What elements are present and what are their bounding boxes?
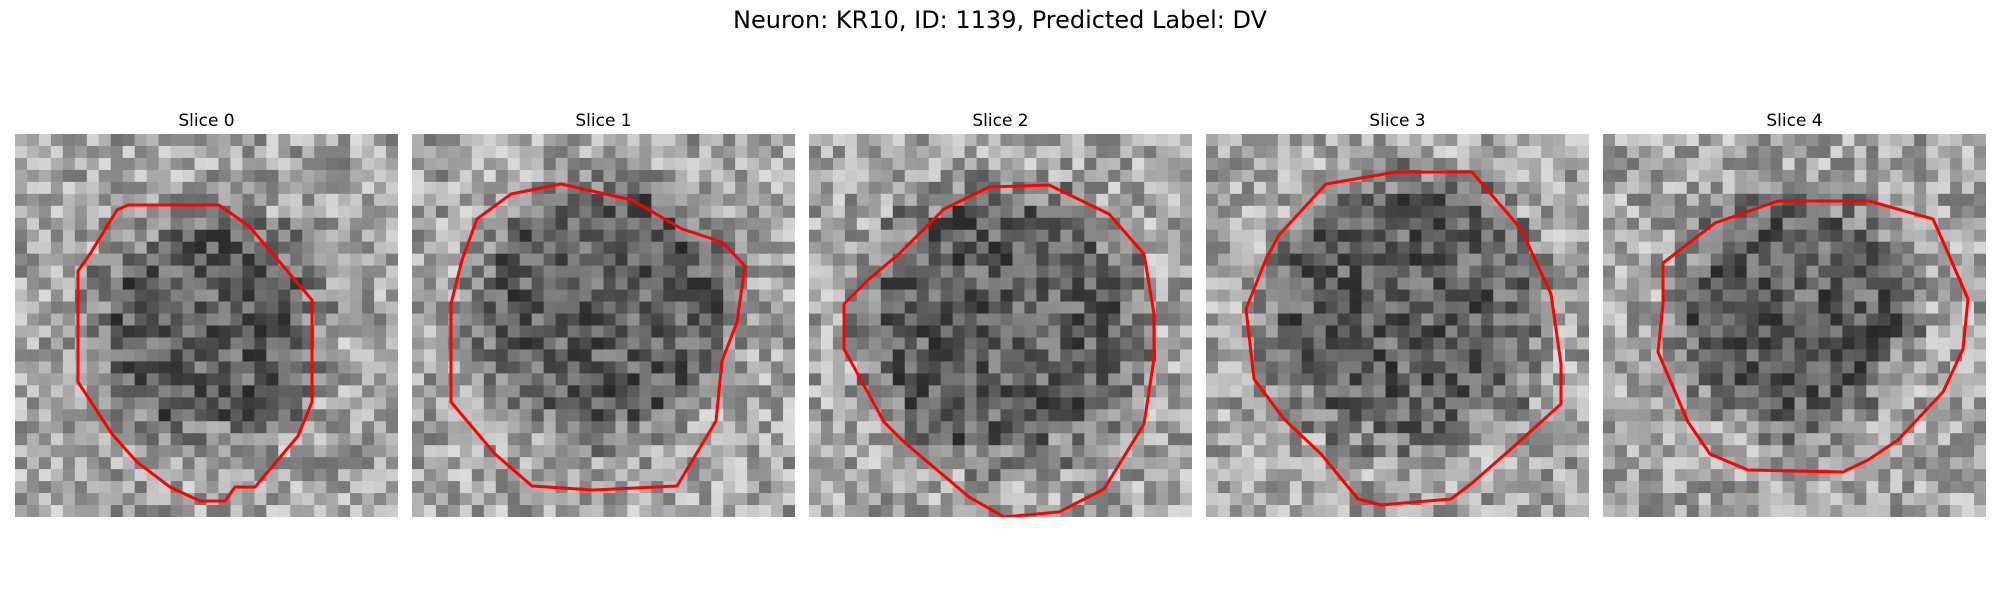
contour-outline-3 <box>1244 170 1563 507</box>
slice-image-1 <box>412 134 795 517</box>
slice-panel-4: Slice 4 <box>1603 108 1986 517</box>
slice-panel-2: Slice 2 <box>809 108 1192 517</box>
slice-panel-1: Slice 1 <box>412 108 795 517</box>
slice-title-3: Slice 3 <box>1369 111 1426 131</box>
figure-title: Neuron: KR10, ID: 1139, Predicted Label:… <box>733 6 1267 34</box>
slice-title-0: Slice 0 <box>178 111 235 131</box>
slice-title-4: Slice 4 <box>1766 111 1823 131</box>
slice-panel-3: Slice 3 <box>1206 108 1589 517</box>
contour-outline-1 <box>449 182 747 492</box>
contour-outline-2 <box>842 183 1156 517</box>
slice-title-1: Slice 1 <box>575 111 632 131</box>
slice-image-2 <box>809 134 1192 517</box>
slice-image-0 <box>15 134 398 517</box>
slice-title-2: Slice 2 <box>972 111 1029 131</box>
slice-image-4 <box>1603 134 1986 517</box>
slice-image-3 <box>1206 134 1589 517</box>
contour-outline-0 <box>76 203 314 503</box>
contour-outline-4 <box>1656 199 1970 474</box>
slice-panel-0: Slice 0 <box>15 108 398 517</box>
